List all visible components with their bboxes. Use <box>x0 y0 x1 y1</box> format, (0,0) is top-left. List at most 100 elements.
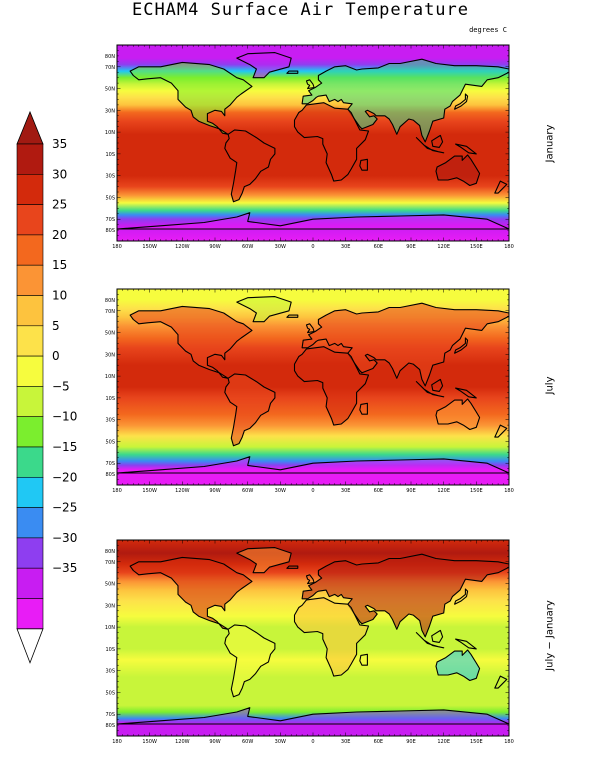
lat-tick-label: 80S <box>105 472 115 478</box>
figure-title: ECHAM4 Surface Air Temperature <box>131 0 470 20</box>
coastline-namerica <box>129 556 253 630</box>
lat-tick-label: 70N <box>105 309 115 315</box>
colorbar-label: −25 <box>52 501 77 515</box>
colorbar-swatch <box>16 446 44 478</box>
lon-tick-label: 60W <box>242 488 253 494</box>
lon-tick-label: 0 <box>311 244 314 250</box>
lat-tick-label: 10S <box>105 396 115 402</box>
coastline-antarctica <box>117 212 509 230</box>
lat-tick-label: 70S <box>105 712 115 718</box>
coastline-africa <box>293 346 370 426</box>
colorbar-swatch <box>16 598 44 630</box>
lat-tick-label: 80S <box>105 723 115 729</box>
map-panel-jan: 80N 70N 50N 30N 10N 10S 30S 50S 70S 80S 180 150W 120… <box>105 44 514 250</box>
panel-label-january: January <box>544 124 556 163</box>
lat-tick-label: 50N <box>105 87 115 93</box>
colorbar-swatch <box>16 537 44 569</box>
lon-tick-label: 30E <box>341 244 351 250</box>
colorbar-swatch <box>16 476 44 508</box>
lat-tick-label: 50S <box>105 195 115 201</box>
coastline-australia <box>435 398 481 431</box>
colorbar-label: 15 <box>52 258 67 272</box>
lon-tick-label: 90E <box>406 488 416 494</box>
colorbar-label: −10 <box>52 410 77 424</box>
lon-tick-label: 150E <box>470 739 483 745</box>
coastline-madagascar <box>359 653 368 666</box>
coastline-eurasia <box>301 58 509 143</box>
coastline-samerica <box>224 373 276 447</box>
colorbar-swatch <box>16 143 44 175</box>
lat-tick-label: 10N <box>105 625 115 631</box>
lon-tick-label: 120W <box>175 739 190 745</box>
colorbar-label: −15 <box>52 440 77 454</box>
lon-tick-label: 60E <box>374 739 384 745</box>
lat-tick-label: 10N <box>105 374 115 380</box>
lon-tick-label: 0 <box>311 488 314 494</box>
colorbar-swatch <box>16 355 44 387</box>
lon-tick-label: 120E <box>437 488 450 494</box>
lon-tick-label: 90E <box>406 244 416 250</box>
colorbar: 35 30 25 20 15 10 5 0 −5 −10 −15 −20 −25 −30 −35 <box>16 110 77 664</box>
lat-tick-label: 70S <box>105 461 115 467</box>
colorbar-swatch <box>16 567 44 599</box>
colorbar-swatch <box>16 264 44 296</box>
lon-tick-label: 90W <box>209 488 220 494</box>
lat-tick-label: 80N <box>105 298 115 304</box>
coastline-indonesia <box>415 381 445 398</box>
lon-tick-label: 0 <box>311 739 314 745</box>
lat-tick-label: 30N <box>105 352 115 358</box>
colorbar-label: −5 <box>52 379 70 393</box>
lat-tick-label: 80N <box>105 54 115 60</box>
lon-tick-label: 120E <box>437 244 450 250</box>
colorbar-bottom-arrow <box>16 628 44 664</box>
coastline-greenland <box>236 52 292 79</box>
lon-tick-label: 120W <box>175 488 190 494</box>
coastline-iceland <box>286 70 299 74</box>
coastline-iceland <box>286 565 299 569</box>
lon-tick-label: 30E <box>341 488 351 494</box>
lat-tick-label: 50S <box>105 690 115 696</box>
coastline-namerica <box>129 305 253 379</box>
coastline-borneo <box>431 629 444 643</box>
coastline-eurasia <box>301 302 509 387</box>
coastline-antarctica <box>117 707 509 725</box>
lon-tick-label: 150W <box>142 488 157 494</box>
colorbar-label: 10 <box>52 289 67 303</box>
lon-tick-label: 90W <box>209 739 220 745</box>
coastline-newguinea <box>455 638 477 650</box>
lon-tick-label: 150W <box>142 739 157 745</box>
coastline-borneo <box>431 134 444 148</box>
colorbar-label: −30 <box>52 531 77 545</box>
lon-tick-label: 180 <box>112 739 122 745</box>
coastline-japan <box>454 93 469 110</box>
lon-tick-label: 180 <box>504 739 514 745</box>
coastline-japan <box>454 588 469 605</box>
units-label: degrees C <box>469 26 507 34</box>
lat-tick-label: 10S <box>105 647 115 653</box>
map-panel-jul: 80N 70N 50N 30N 10N 10S 30S 50S 70S 80S 180 150W 120… <box>105 288 514 494</box>
lon-tick-label: 60W <box>242 739 253 745</box>
coastline-madagascar <box>359 158 368 171</box>
lon-tick-label: 90E <box>406 739 416 745</box>
lat-tick-label: 30N <box>105 108 115 114</box>
colorbar-swatch <box>16 325 44 357</box>
coastline-antarctica <box>117 456 509 474</box>
lon-tick-label: 30E <box>341 739 351 745</box>
lat-tick-label: 30S <box>105 669 115 675</box>
colorbar-label: −35 <box>52 561 77 575</box>
colorbar-swatch <box>16 295 44 327</box>
lat-tick-label: 50N <box>105 582 115 588</box>
coastline-iceland <box>286 314 299 318</box>
lon-tick-label: 60E <box>374 244 384 250</box>
lat-tick-label: 80N <box>105 549 115 555</box>
lon-tick-label: 30W <box>275 488 286 494</box>
lon-tick-label: 150E <box>470 488 483 494</box>
lat-tick-label: 30S <box>105 174 115 180</box>
coastline-britain <box>305 79 315 90</box>
coastline-greenland <box>236 547 292 574</box>
lat-tick-label: 80S <box>105 228 115 234</box>
lon-tick-label: 30W <box>275 739 286 745</box>
coastline-indonesia <box>415 632 445 649</box>
colorbar-label: 30 <box>52 167 67 181</box>
lon-tick-label: 30W <box>275 244 286 250</box>
